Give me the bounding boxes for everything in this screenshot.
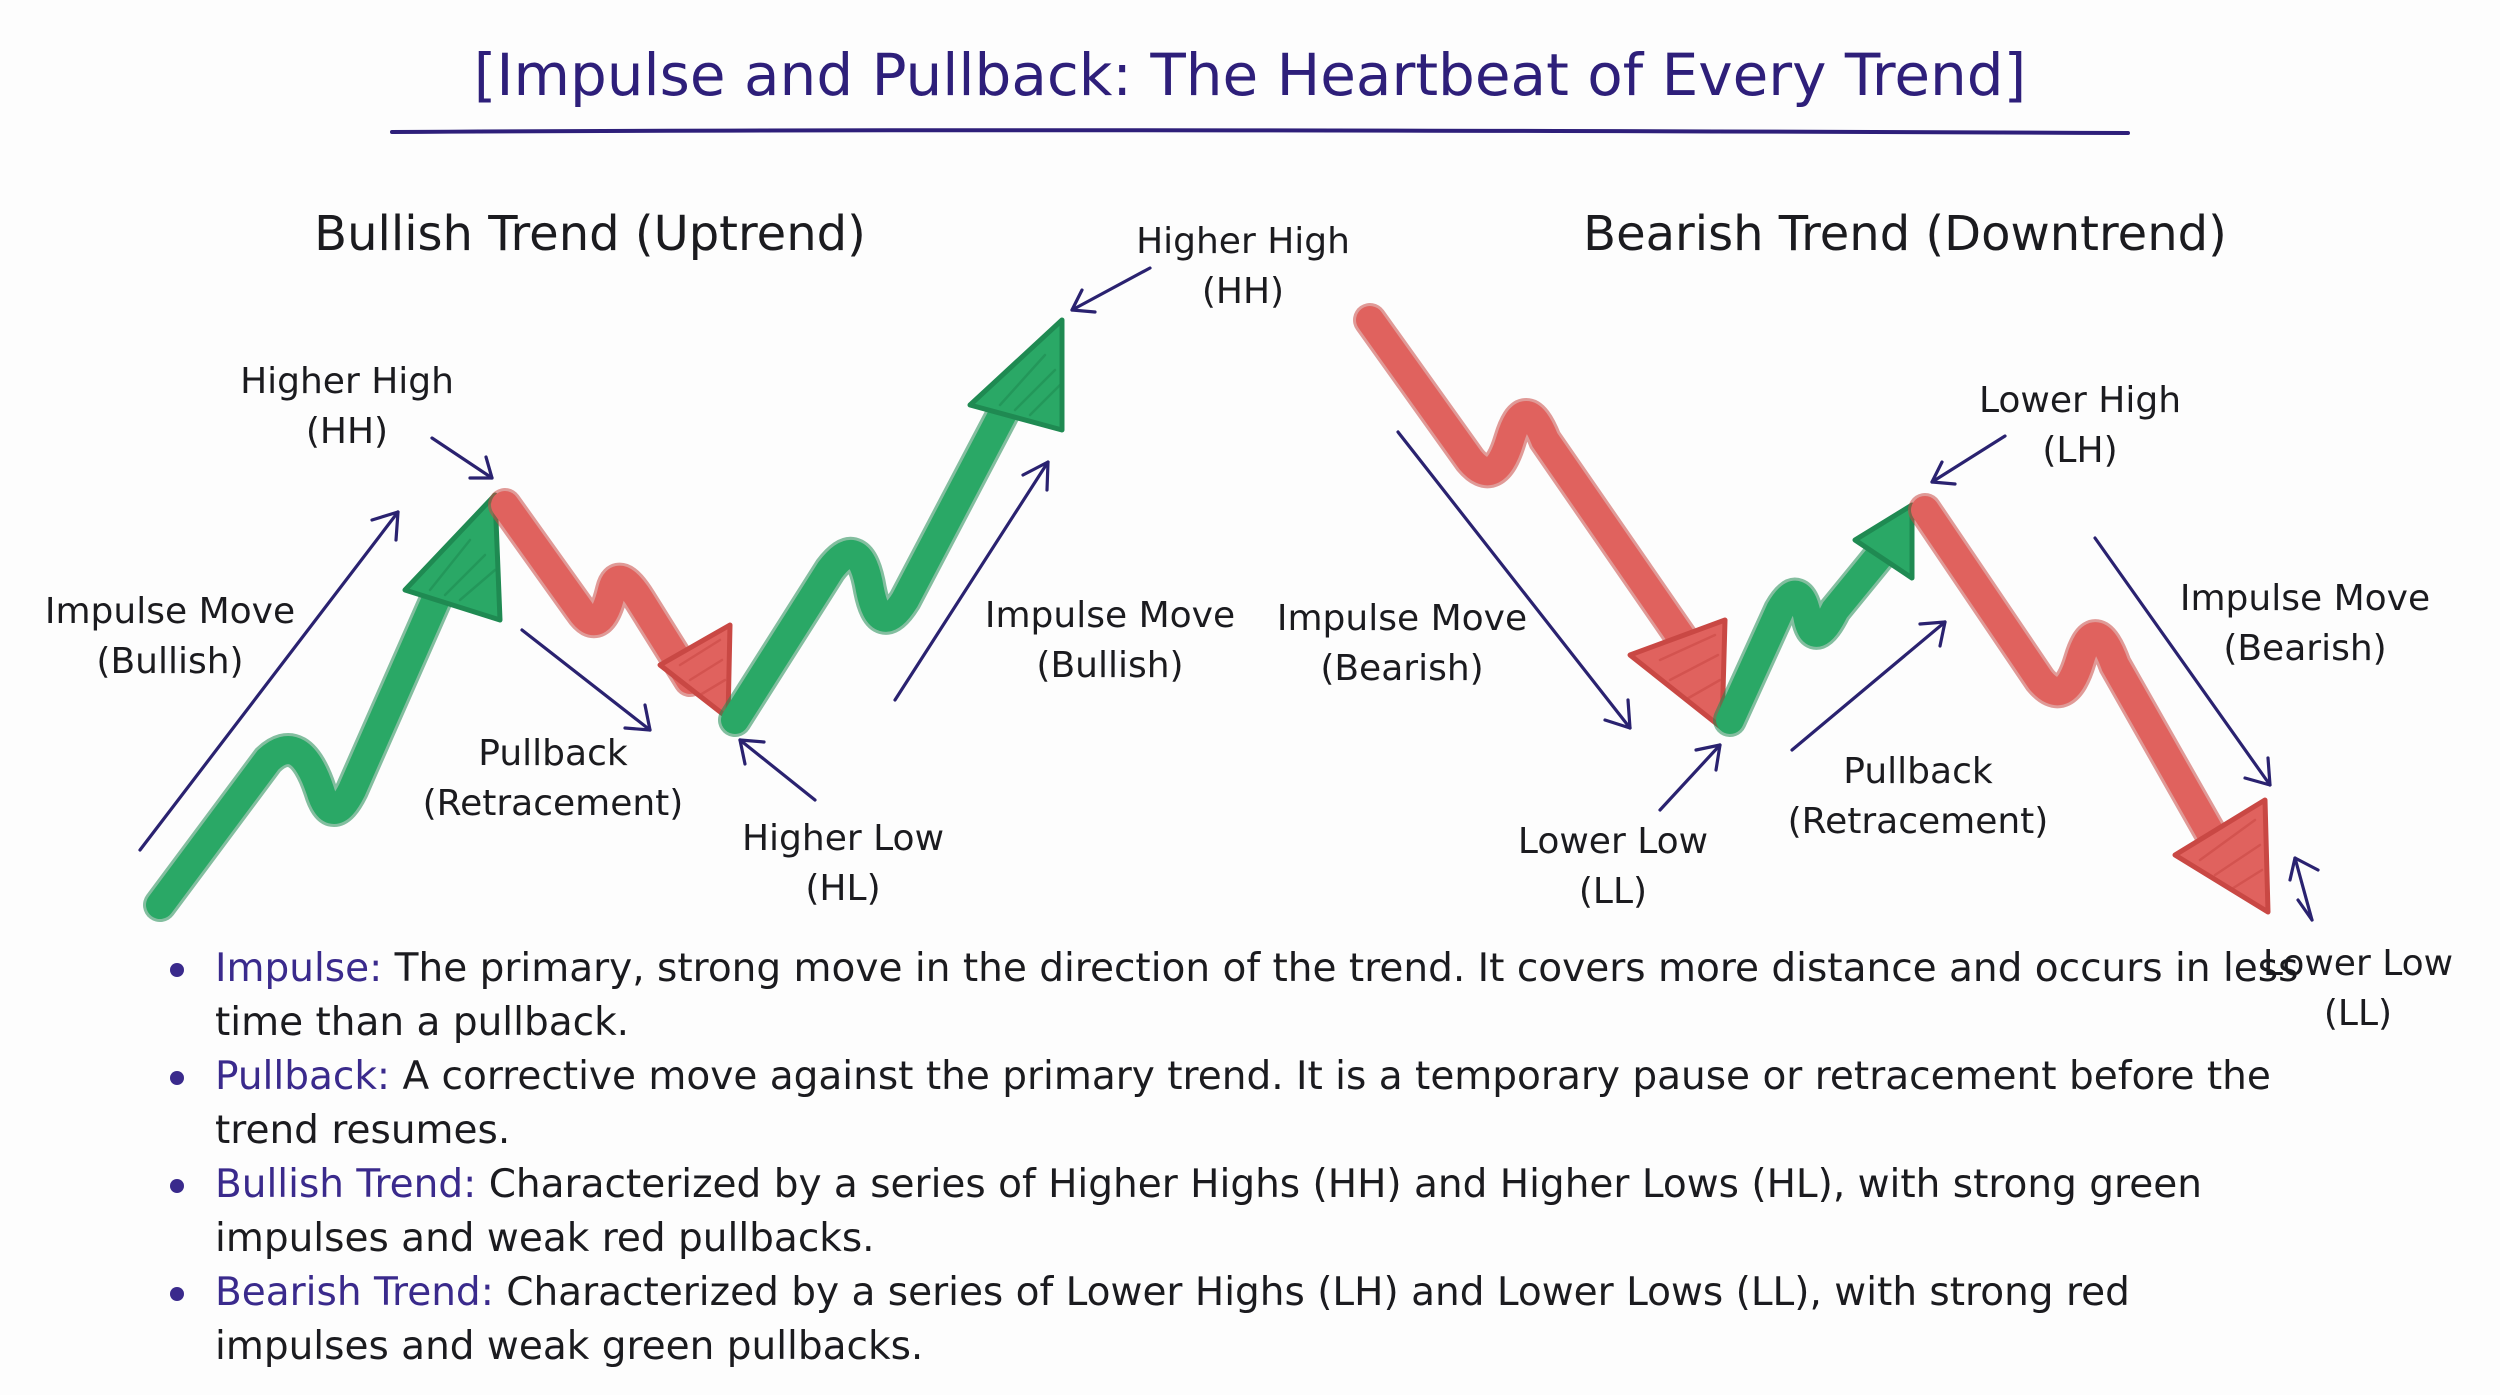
svg-text:Impulse Move: Impulse Move [45,591,295,632]
bullish-pullback-arrow [488,488,733,721]
definition-text: The primary, strong move in the directio… [215,946,2299,1045]
bullet-dot [170,1071,184,1085]
svg-text:Pullback: Pullback [1843,751,1993,792]
svg-text:Impulse Move: Impulse Move [2180,578,2430,619]
label-bullish-hl: Higher Low (HL) [742,818,944,909]
svg-text:(LL): (LL) [2324,993,2392,1034]
svg-text:Lower Low: Lower Low [2263,943,2453,984]
definition-term: Pullback: [215,1054,391,1099]
definition-term: Impulse: [215,946,383,991]
bullish-heading: Bullish Trend (Uptrend) [314,206,866,262]
label-bearish-impulse-1: Impulse Move (Bearish) [1277,598,1527,689]
svg-text:Higher High: Higher High [1136,221,1350,262]
guide-arrows [138,266,2320,922]
title-underline [390,128,2130,135]
definition-text: Characterized by a series of Lower Highs… [215,1270,2130,1369]
bullish-impulse-1-arrow [143,492,503,922]
svg-text:(Retracement): (Retracement) [1788,801,2049,842]
definition-term: Bearish Trend: [215,1270,494,1315]
definition-text: Characterized by a series of Higher High… [215,1162,2202,1261]
label-bearish-pullback: Pullback (Retracement) [1788,751,2049,842]
label-bearish-ll-2: Lower Low (LL) [2263,943,2453,1034]
svg-text:Higher High: Higher High [240,361,454,402]
svg-text:(LL): (LL) [1579,871,1647,912]
definitions-list: Impulse: The primary, strong move in the… [170,942,2310,1374]
svg-text:(Retracement): (Retracement) [423,783,684,824]
definition-item-bullish-trend: Bullish Trend: Characterized by a series… [170,1158,2310,1266]
svg-text:Higher Low: Higher Low [742,818,944,859]
svg-text:(Bearish): (Bearish) [2223,628,2386,669]
definition-term: Bullish Trend: [215,1162,477,1207]
definition-text: A corrective move against the primary tr… [215,1054,2271,1153]
svg-text:Pullback: Pullback [478,733,628,774]
bullet-dot [170,1287,184,1301]
label-bearish-ll-1: Lower Low (LL) [1518,821,1708,912]
bearish-impulse-2-arrow [1908,493,2271,915]
page-title: [Impulse and Pullback: The Heartbeat of … [474,41,2027,109]
svg-text:Impulse Move: Impulse Move [985,595,1235,636]
svg-text:(Bullish): (Bullish) [1036,645,1183,686]
definition-item-impulse: Impulse: The primary, strong move in the… [170,942,2310,1050]
label-bullish-hh-2: Higher High (HH) [1136,221,1350,312]
definition-item-bearish-trend: Bearish Trend: Characterized by a series… [170,1266,2310,1374]
svg-text:Impulse Move: Impulse Move [1277,598,1527,639]
svg-text:(Bullish): (Bullish) [96,641,243,682]
svg-text:Lower Low: Lower Low [1518,821,1708,862]
svg-text:(HH): (HH) [306,411,388,452]
svg-text:(LH): (LH) [2042,430,2117,471]
label-bullish-pullback: Pullback (Retracement) [423,733,684,824]
bearish-pullback-arrow [1713,502,1915,737]
svg-text:(HL): (HL) [805,868,880,909]
label-bullish-impulse-2: Impulse Move (Bullish) [985,595,1235,686]
svg-text:Lower High: Lower High [1979,380,2181,421]
label-bearish-lh: Lower High (LH) [1979,380,2181,471]
bullish-impulse-2-arrow [718,317,1065,737]
svg-text:(HH): (HH) [1202,271,1284,312]
bearish-impulse-1-arrow [1353,303,1728,731]
bullet-dot [170,963,184,977]
definition-item-pullback: Pullback: A corrective move against the … [170,1050,2310,1158]
label-bearish-impulse-2: Impulse Move (Bearish) [2180,578,2430,669]
label-bullish-impulse-1: Impulse Move (Bullish) [45,591,295,682]
bearish-heading: Bearish Trend (Downtrend) [1583,206,2227,262]
svg-text:(Bearish): (Bearish) [1320,648,1483,689]
bullet-dot [170,1179,184,1193]
label-bullish-hh-1: Higher High (HH) [240,361,454,452]
